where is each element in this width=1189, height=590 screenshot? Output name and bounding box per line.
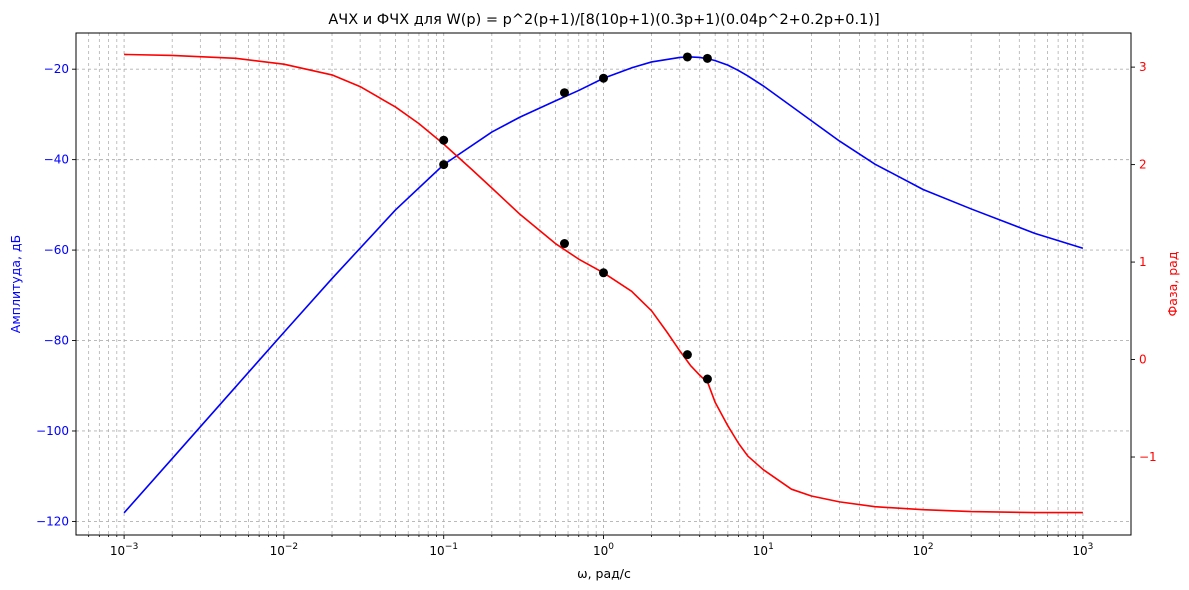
amplitude-marker: [702, 53, 712, 63]
y-left-tick-label: −20: [44, 62, 69, 76]
y-right-tick-label: 3: [1139, 60, 1147, 74]
amplitude-marker: [559, 88, 569, 98]
x-tick-label: 10−3: [110, 542, 139, 558]
y-right-axis-label: Фаза, рад: [1165, 252, 1180, 317]
axis-layer: 10−3 10−2 10−1 100 101 102 103−20−40−60−80−100…: [36, 60, 1157, 558]
y-right-tick-label: 1: [1139, 255, 1147, 269]
x-tick-label: 10−1: [429, 542, 458, 558]
y-left-tick-label: −120: [36, 514, 69, 528]
y-left-tick-label: −100: [36, 424, 69, 438]
x-axis-label: ω, рад/с: [577, 566, 631, 581]
amplitude-marker: [682, 52, 692, 62]
phase-marker: [559, 239, 569, 249]
x-tick-label: 10−2: [270, 542, 299, 558]
y-left-tick-label: −40: [44, 153, 69, 167]
y-right-tick-label: 0: [1139, 353, 1147, 367]
x-tick-label: 102: [913, 542, 934, 558]
y-right-tick-label: −1: [1139, 450, 1157, 464]
amplitude-marker: [439, 160, 449, 170]
phase-marker: [439, 135, 449, 145]
amplitude-marker: [599, 73, 608, 83]
y-left-tick-label: −80: [44, 334, 69, 348]
y-right-tick-label: 2: [1139, 158, 1147, 172]
x-tick-label: 103: [1072, 542, 1093, 558]
chart-title: АЧХ и ФЧХ для W(p) = p^2(p+1)/[8(10p+1)(…: [328, 12, 879, 28]
x-tick-label: 100: [593, 542, 614, 558]
y-left-axis-label: Амплитуда, дБ: [8, 235, 23, 333]
phase-line: [124, 53, 1083, 514]
phase-marker: [682, 350, 692, 360]
phase-marker: [599, 268, 608, 278]
phase-marker: [702, 374, 712, 384]
x-tick-label: 101: [753, 542, 774, 558]
y-left-tick-label: −60: [44, 243, 69, 257]
marker-layer: [439, 52, 712, 384]
grid-layer: [76, 33, 1131, 535]
